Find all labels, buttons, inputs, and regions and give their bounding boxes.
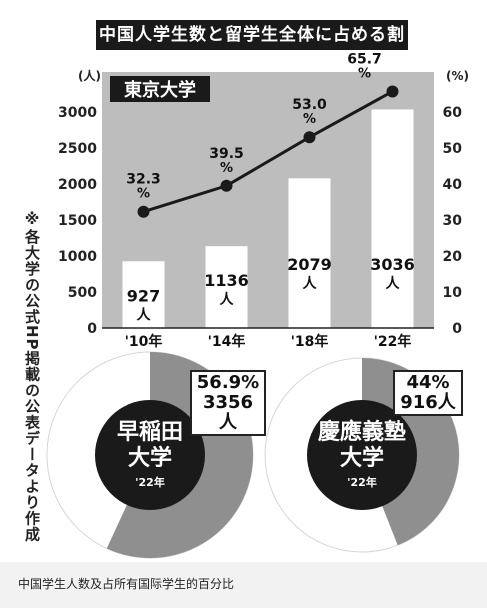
pct-point	[220, 179, 233, 192]
bar-value-label: 1136	[204, 271, 249, 290]
waseda-year: '22年	[135, 476, 165, 489]
right-axis: 0 10 20 30 40 50 60	[443, 105, 463, 337]
pct-labels-group: 32.3%39.5%53.0%65.7%	[126, 51, 382, 201]
bar	[371, 109, 414, 329]
y-tick-label-right: 60	[443, 105, 463, 121]
bars-group	[122, 109, 414, 329]
bar	[205, 246, 248, 328]
pct-points-group	[137, 85, 399, 218]
caption: 中国学生人数及占所有国际学生的百分比	[18, 577, 235, 591]
y-tick-label-right: 10	[443, 285, 463, 301]
pct-value-label: 65.7	[347, 51, 382, 67]
y-tick-label: 3000	[58, 105, 97, 121]
bar-value-label: 2079	[287, 255, 332, 274]
y-tick-label-right: 40	[443, 177, 463, 193]
pct-point	[303, 131, 316, 144]
keio-count: 916人	[400, 392, 456, 413]
waseda-count: 3356人	[202, 392, 254, 433]
pct-unit-label: %	[220, 161, 233, 176]
y-tick-label-right: 30	[443, 213, 463, 229]
y-tick-label: 2500	[58, 141, 97, 157]
y-tick-label-right: 20	[443, 249, 463, 265]
bar-unit-label: 人	[220, 291, 235, 308]
pct-unit-label: %	[358, 66, 371, 81]
keio-pct-box: 44% 916人	[393, 370, 463, 416]
x-tick-label: '22年	[374, 333, 412, 350]
y-tick-label: 500	[68, 285, 97, 301]
bar	[122, 261, 165, 328]
waseda-label: 早稲田 大学 '22年	[95, 420, 205, 490]
bar-unit-label: 人	[137, 306, 152, 323]
x-tick-label: '14年	[208, 333, 246, 350]
bar-value-label: 927	[127, 286, 160, 305]
x-labels-group: '10年 '14年 '18年 '22年	[125, 333, 412, 350]
bar-value-label: 3036	[370, 255, 415, 274]
keio-name: 慶應義塾 大学	[317, 420, 406, 471]
waseda-pct: 56.9%	[196, 372, 260, 393]
waseda-name: 早稲田 大学	[116, 420, 183, 471]
pct-unit-label: %	[137, 187, 150, 202]
chart-title: 中国人学生数と留学生全体に占める割合	[96, 20, 408, 75]
waseda-pct-box: 56.9% 3356人	[190, 370, 266, 436]
y-tick-label: 0	[87, 321, 97, 337]
caption-bar: 中国学生人数及占所有国际学生的百分比	[0, 562, 487, 608]
x-tick-label: '18年	[291, 333, 329, 350]
y-axis-label-right: (%)	[446, 69, 469, 83]
keio-pct: 44%	[406, 372, 450, 393]
bar	[288, 178, 331, 328]
pct-value-label: 53.0	[292, 97, 327, 113]
x-tick-label: '10年	[125, 333, 163, 350]
pct-value-label: 32.3	[126, 172, 161, 188]
left-axis: 0 500 1000 1500 2000 2500 3000	[58, 105, 97, 337]
bar-unit-label: 人	[303, 275, 318, 292]
y-tick-label-right: 0	[452, 321, 462, 337]
y-tick-label: 2000	[58, 177, 97, 193]
y-tick-label-right: 50	[443, 141, 463, 157]
pct-point	[137, 205, 150, 218]
waseda-donut-hole	[95, 400, 205, 510]
tokyo-label-bg	[110, 76, 210, 102]
bar-unit-label: 人	[386, 275, 401, 292]
pct-point	[386, 85, 399, 98]
pct-value-label: 39.5	[209, 146, 244, 162]
keio-donut-hole	[307, 400, 417, 510]
pct-unit-label: %	[303, 112, 316, 127]
y-tick-label: 1000	[58, 249, 97, 265]
y-tick-label: 1500	[58, 213, 97, 229]
tokyo-label: 東京大学	[124, 79, 196, 101]
keio-year: '22年	[347, 476, 377, 489]
keio-label: 慶應義塾 大学 '22年	[297, 420, 427, 490]
y-axis-label: (人)	[78, 68, 101, 83]
pct-line	[143, 90, 394, 214]
source-note: ※各大学の公式HP掲載の公表データより作成	[23, 210, 41, 543]
